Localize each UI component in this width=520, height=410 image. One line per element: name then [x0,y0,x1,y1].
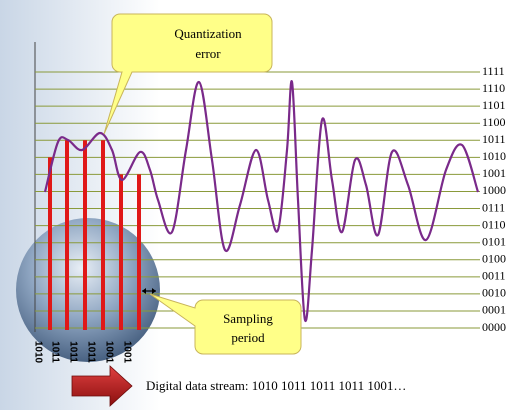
level-label: 1110 [482,81,505,95]
sample-code: 1010 [32,341,43,364]
period-arrowheads [142,288,156,294]
sample-bar [48,157,52,330]
sample-code: 1001 [121,341,132,364]
sample-code: 1011 [67,341,78,363]
level-label: 0010 [482,286,506,300]
level-label: 0110 [482,217,506,231]
level-label: 1001 [482,166,506,180]
callout-text: Sampling [223,311,273,326]
level-label: 1011 [482,132,506,146]
level-label: 1101 [482,98,506,112]
level-label: 0000 [482,320,506,334]
sample-bar [137,174,141,330]
footer-text: Digital data stream: 1010 1011 1011 1011… [146,378,406,393]
sample-code: 1011 [49,341,60,363]
callout-text: Quantization [174,26,242,41]
callout-text: error [195,46,221,61]
analog-wave [43,80,480,323]
sampling-callout [149,293,302,355]
sample-bar [101,140,105,330]
level-label: 1100 [482,115,506,129]
sample-code: 1011 [85,341,96,363]
sample-bar [119,174,123,330]
level-label: 0111 [482,200,505,214]
level-label: 1111 [482,64,505,78]
level-label: 1000 [482,183,506,197]
level-label: 1010 [482,149,506,163]
level-label: 0100 [482,252,506,266]
quantization-callout [103,13,273,135]
sample-bar [83,140,87,330]
level-label: 0011 [482,269,506,283]
callout-text: period [231,330,265,345]
level-label: 0001 [482,303,506,317]
level-label: 0101 [482,234,506,248]
sample-bars: 1010 1011 1011 1011 1001 1001 [32,140,141,364]
sample-bar [65,140,69,330]
stream-arrow [71,365,133,407]
sample-code: 1001 [103,341,114,364]
